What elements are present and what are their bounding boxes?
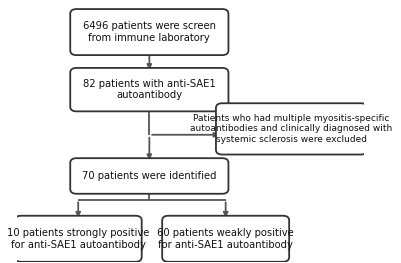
FancyBboxPatch shape <box>216 103 367 155</box>
FancyBboxPatch shape <box>15 216 142 262</box>
Text: 60 patients weakly positive
for anti-SAE1 autoantibody: 60 patients weakly positive for anti-SAE… <box>157 228 294 250</box>
FancyBboxPatch shape <box>162 216 289 262</box>
Text: 82 patients with anti-SAE1
autoantibody: 82 patients with anti-SAE1 autoantibody <box>83 79 216 100</box>
Text: 10 patients strongly positive
for anti-SAE1 autoantibody: 10 patients strongly positive for anti-S… <box>7 228 150 250</box>
FancyBboxPatch shape <box>70 68 229 111</box>
FancyBboxPatch shape <box>70 9 229 55</box>
Text: Patients who had multiple myositis-specific
autoantibodies and clinically diagno: Patients who had multiple myositis-speci… <box>190 114 393 144</box>
Text: 6496 patients were screen
from immune laboratory: 6496 patients were screen from immune la… <box>83 21 216 43</box>
Text: 70 patients were identified: 70 patients were identified <box>82 171 217 181</box>
FancyBboxPatch shape <box>70 158 229 194</box>
